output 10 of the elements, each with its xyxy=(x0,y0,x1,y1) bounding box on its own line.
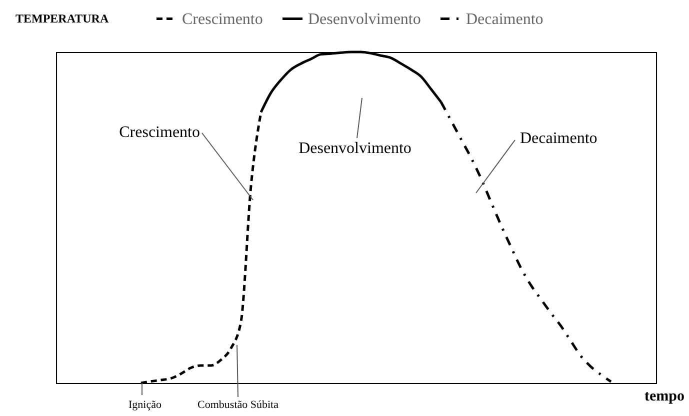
annotation: Decaimento xyxy=(520,130,598,147)
legend-label: Crescimento xyxy=(182,10,263,28)
x-axis-title: tempo xyxy=(644,388,684,404)
text: Combustão Súbita xyxy=(198,399,279,411)
text: Ignição xyxy=(128,399,162,411)
annotation: Crescimento xyxy=(119,124,200,141)
y-axis-title: TEMPERATURA xyxy=(16,12,109,26)
legend-label: Desenvolvimento xyxy=(308,10,421,28)
annotation: Desenvolvimento xyxy=(298,140,412,157)
legend-label: Decaimento xyxy=(466,10,544,28)
